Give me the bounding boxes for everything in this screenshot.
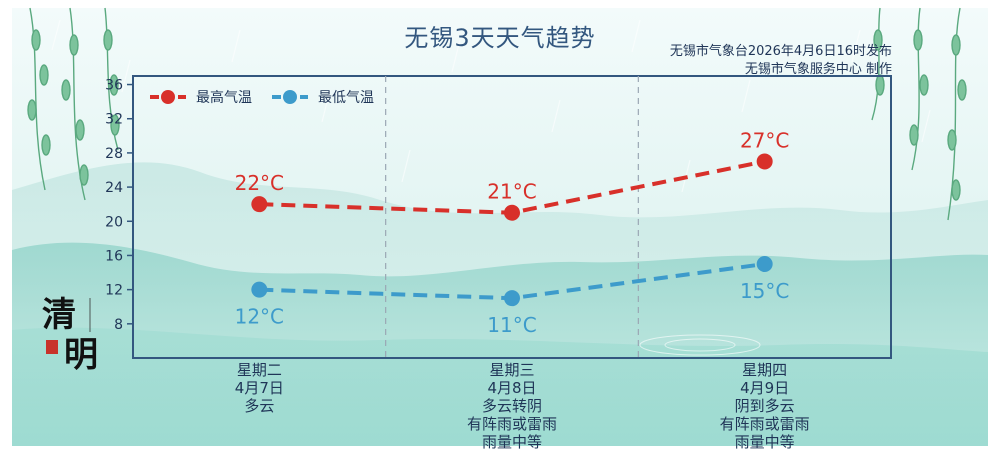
legend-marker: [283, 90, 297, 104]
legend-label: 最高气温: [196, 89, 252, 106]
data-point-low: [251, 281, 268, 298]
x-category-label: 星期二: [237, 361, 282, 379]
chart-title: 无锡3天天气趋势: [404, 24, 596, 52]
data-point-low: [756, 256, 773, 272]
legend-label: 最低气温: [318, 90, 374, 106]
data-label-high: 22°C: [235, 171, 284, 195]
y-tick-label: 8: [114, 317, 123, 333]
data-point-high: [504, 204, 520, 221]
x-category-detail: 雨量中等: [735, 433, 795, 451]
y-tick-label: 12: [105, 283, 123, 299]
x-category-detail: 多云: [244, 397, 274, 415]
y-tick-label: 28: [105, 146, 123, 162]
issue-credit: 无锡市气象台2026年4月6日16时发布: [669, 44, 892, 59]
legend-marker: [161, 90, 175, 104]
producer-credit: 无锡市气象服务中心 制作: [744, 62, 892, 77]
y-tick-label: 24: [105, 180, 123, 196]
x-category-detail: 4月8日: [487, 379, 536, 397]
data-label-high: 21°C: [487, 180, 536, 204]
x-category-label: 星期三: [489, 361, 534, 379]
x-category-detail: 有阵雨或雷雨: [720, 415, 810, 433]
data-label-low: 11°C: [487, 313, 536, 337]
data-point-low: [504, 290, 520, 307]
data-point-high: [756, 153, 773, 170]
x-category-detail: 雨量中等: [482, 433, 542, 451]
y-tick-label: 36: [105, 78, 123, 94]
x-category-detail: 4月9日: [740, 379, 789, 397]
svg-text:清: 清: [42, 295, 76, 335]
x-category-label: 星期四: [742, 361, 787, 379]
y-tick-label: 16: [105, 248, 123, 264]
x-category-detail: 4月7日: [235, 379, 284, 397]
plot-frame: [132, 75, 892, 359]
qingming-seal: 清 明: [42, 295, 98, 372]
svg-text:明: 明: [64, 335, 98, 372]
x-category-detail: 多云转阴: [482, 397, 542, 415]
data-label-high: 27°C: [740, 128, 789, 152]
x-category-detail: 阴到多云: [735, 397, 795, 415]
willow-left: [27, 7, 120, 201]
y-tick-label: 32: [105, 112, 123, 128]
data-label-low: 12°C: [235, 305, 284, 329]
data-point-high: [251, 196, 268, 213]
x-category-detail: 有阵雨或雷雨: [467, 415, 557, 433]
data-label-low: 15°C: [740, 279, 789, 303]
willow-right: [871, 7, 967, 221]
y-tick-label: 20: [105, 214, 123, 230]
